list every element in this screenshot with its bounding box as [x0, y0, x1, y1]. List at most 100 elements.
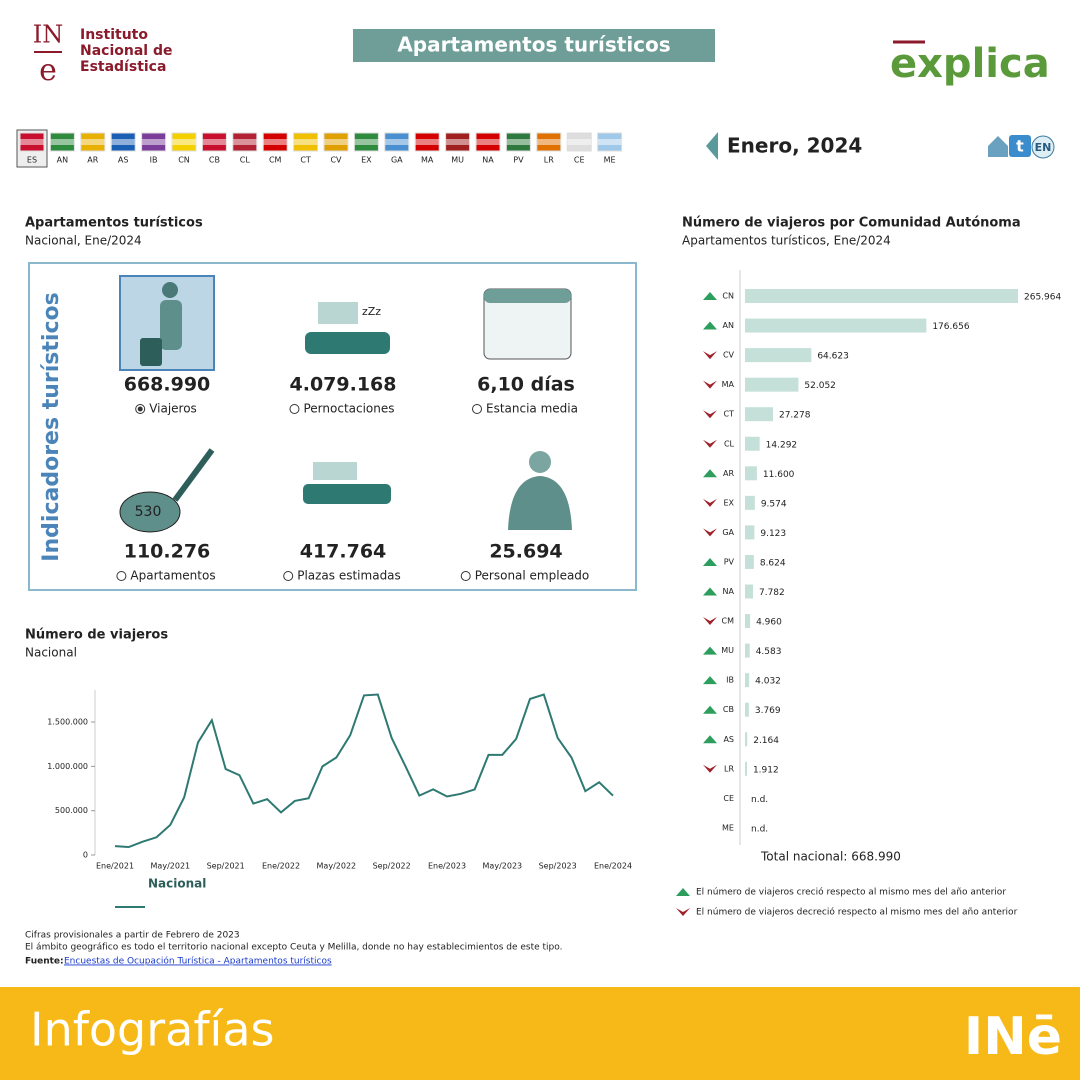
indicator-value: 417.764: [300, 541, 387, 563]
x-tick-label: Sep/2022: [373, 862, 411, 871]
icon-apartamentos[interactable]: [119, 491, 181, 533]
flag-stripe: [80, 139, 105, 145]
indicator-label[interactable]: Apartamentos: [130, 569, 215, 583]
flag-stripe: [141, 139, 166, 145]
bar: [745, 525, 755, 540]
indicator-value: 668.990: [124, 374, 211, 396]
chart-title: Número de viajeros por Comunidad Autónom…: [682, 216, 1021, 231]
radio[interactable]: [460, 571, 471, 581]
value-label: 3.769: [755, 706, 781, 716]
region-code[interactable]: CM: [269, 156, 282, 165]
region-code[interactable]: MU: [451, 156, 464, 165]
indicator-label[interactable]: Viajeros: [149, 402, 197, 416]
legend-label: Nacional: [148, 877, 206, 891]
trend-up: [703, 557, 717, 566]
flag-stripe: [324, 139, 348, 145]
icon-personal[interactable]: [529, 451, 551, 473]
value-label: 9.123: [760, 529, 786, 539]
radio[interactable]: [472, 404, 483, 414]
region-code[interactable]: GA: [391, 156, 403, 165]
region-code[interactable]: CB: [209, 156, 220, 165]
bar: [745, 584, 753, 599]
icon-plazas[interactable]: [313, 462, 357, 480]
indicator-icons: zZz 530: [119, 275, 572, 533]
source-label: Fuente:: [25, 957, 64, 967]
bar: [745, 377, 799, 392]
icon-shape: [484, 289, 571, 303]
radio[interactable]: [289, 404, 300, 414]
trend-legend: El número de viajeros creció respecto al…: [696, 887, 1006, 898]
footer-left: Infografías: [30, 1003, 275, 1057]
value-label: 64.623: [817, 352, 849, 362]
icon-shape: [318, 302, 358, 324]
region-code[interactable]: IB: [150, 156, 158, 165]
region-code[interactable]: CN: [178, 156, 190, 165]
trend-down: [703, 351, 717, 360]
category-label: AR: [723, 469, 734, 478]
region-code[interactable]: MA: [421, 156, 434, 165]
icon-shape: [484, 460, 514, 466]
bar: [745, 761, 747, 776]
indicator-label[interactable]: Pernoctaciones: [303, 402, 394, 416]
region-code[interactable]: CE: [574, 156, 585, 165]
region-code[interactable]: ES: [27, 156, 37, 165]
region-code[interactable]: CV: [330, 156, 342, 165]
trend-up: [703, 646, 717, 655]
explica-logo: explica: [890, 41, 1050, 87]
icon-pernoctaciones[interactable]: [305, 332, 390, 354]
region-code[interactable]: ME: [604, 156, 616, 165]
ine-logo: IN e: [33, 21, 63, 89]
flag-stripe: [597, 139, 622, 145]
radio[interactable]: [283, 571, 294, 581]
region-code[interactable]: LR: [544, 156, 554, 165]
trend-down: [703, 498, 717, 507]
flag-stripe: [567, 139, 592, 145]
region-code[interactable]: PV: [513, 156, 524, 165]
value-label: 9.574: [761, 499, 787, 509]
source-link[interactable]: Encuestas de Ocupación Turística - Apart…: [64, 956, 332, 967]
flag-stripe: [232, 139, 257, 145]
category-label: LR: [724, 764, 734, 773]
region-code[interactable]: AN: [57, 156, 68, 165]
logo-top: IN: [33, 21, 63, 49]
note: El ámbito geográfico es todo el territor…: [25, 943, 562, 953]
value-label: 1.912: [753, 765, 779, 775]
twitter-icon[interactable]: [1009, 135, 1031, 157]
trend-down: [703, 764, 717, 773]
trend-up: [703, 321, 717, 330]
region-code[interactable]: CT: [300, 156, 311, 165]
bar: [745, 436, 760, 451]
bar: [745, 702, 749, 717]
category-label: CB: [723, 705, 734, 714]
flag-stripe: [172, 139, 196, 145]
region-code[interactable]: EX: [361, 156, 372, 165]
trend-down: [703, 380, 717, 389]
x-tick-label: Ene/2021: [96, 862, 134, 871]
region-code[interactable]: AS: [118, 156, 129, 165]
radio[interactable]: [116, 571, 127, 581]
region-code[interactable]: AR: [87, 156, 98, 165]
y-tick-label: 1.000.000: [47, 762, 88, 771]
region-code[interactable]: NA: [482, 156, 494, 165]
lang-label[interactable]: EN: [1035, 141, 1052, 154]
lang-icon[interactable]: [1031, 135, 1055, 159]
region-code[interactable]: CL: [240, 156, 251, 165]
category-label: GA: [722, 528, 734, 537]
chart-title: Número de viajeros: [25, 628, 168, 643]
category-label: NA: [723, 587, 735, 596]
prev-arrow[interactable]: [706, 132, 718, 160]
trend-down-key: [676, 908, 690, 916]
section-title: Apartamentos turísticos: [25, 216, 203, 231]
home-icon[interactable]: [988, 136, 1008, 157]
institute-line: Estadística: [80, 59, 166, 75]
indicator-label[interactable]: Estancia media: [486, 402, 578, 416]
indicator-label[interactable]: Plazas estimadas: [297, 569, 401, 583]
trend-down: [703, 439, 717, 448]
flag-stripe: [415, 139, 440, 145]
trend-down: [703, 617, 717, 626]
category-label: MA: [722, 380, 735, 389]
y-tick-label: 0: [83, 851, 88, 860]
indicator-label[interactable]: Personal empleado: [475, 569, 590, 583]
category-label: CM: [722, 617, 735, 626]
x-tick-label: Sep/2023: [539, 862, 577, 871]
